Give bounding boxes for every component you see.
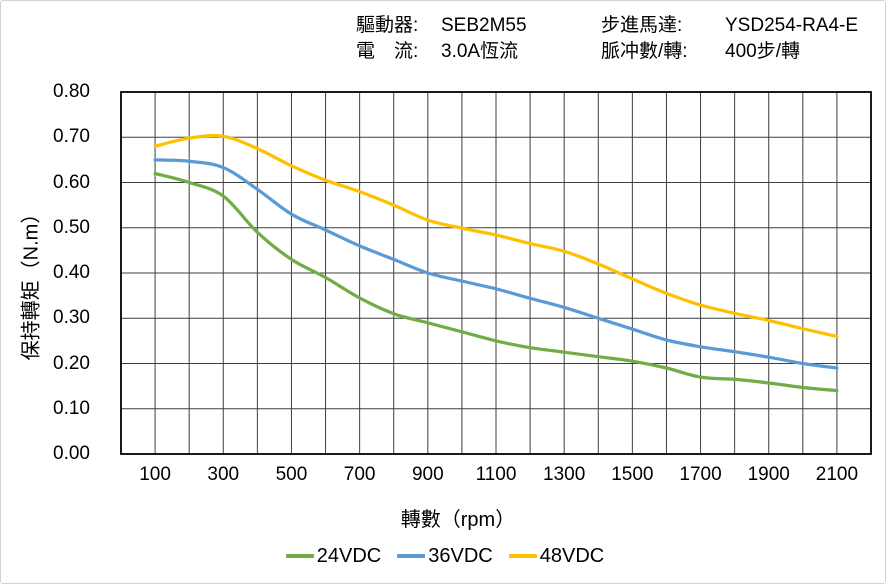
legend-label: 36VDC: [428, 545, 493, 567]
legend: 24VDC 36VDC 48VDC: [1, 544, 888, 568]
driver-value: SEB2M55: [441, 15, 527, 36]
legend-label: 24VDC: [316, 545, 382, 567]
current-label: 電 流:: [356, 41, 419, 62]
y-tick-label: 0.50: [53, 216, 90, 238]
y-tick-label: 0.80: [53, 81, 90, 102]
legend-item-24VDC: 24VDC: [285, 544, 382, 568]
legend-line-swatch: [397, 554, 426, 558]
pulse-spec: 脈冲數/轉: 400步/轉: [601, 39, 800, 64]
x-axis-title: 轉數（rpm）: [400, 509, 516, 531]
x-tick-label: 500: [275, 464, 308, 485]
y-axis-title: 保持轉矩（N.m）: [20, 203, 43, 361]
legend-label: 48VDC: [539, 545, 605, 567]
legend-item-36VDC: 36VDC: [397, 544, 493, 568]
pulse-label: 脈冲數/轉:: [601, 41, 688, 62]
driver-spec: 驅動器: SEB2M55: [356, 13, 527, 38]
series-48VDC: [153, 134, 839, 339]
driver-label: 驅動器:: [356, 15, 419, 36]
legend-item-48VDC: 48VDC: [508, 544, 605, 568]
legend-line-swatch: [508, 554, 537, 558]
y-tick-label: 0.30: [53, 307, 90, 329]
pulse-value: 400步/轉: [725, 41, 800, 62]
series-36VDC: [153, 158, 839, 370]
legend-line-swatch: [285, 554, 314, 558]
x-tick-label: 700: [343, 464, 376, 485]
motor-value: YSD254-RA4-E: [725, 15, 859, 36]
series-24VDC: [153, 171, 839, 393]
y-tick-label: 0.00: [53, 443, 90, 464]
y-tick-label: 0.70: [53, 126, 90, 148]
x-tick-label: 1900: [747, 464, 790, 485]
y-tick-label: 0.20: [53, 352, 90, 374]
y-tick-label: 0.10: [53, 397, 90, 419]
x-tick-label: 100: [139, 464, 171, 485]
x-tick-label: 900: [411, 464, 444, 485]
current-value: 3.0A恆流: [441, 41, 519, 62]
x-tick-label: 1300: [543, 464, 586, 485]
y-tick-label: 0.40: [53, 262, 90, 283]
x-tick-label: 1700: [679, 464, 722, 485]
y-tick-label: 0.60: [53, 171, 90, 193]
motor-label: 步進馬達:: [601, 15, 683, 36]
x-tick-label: 300: [207, 464, 240, 485]
x-tick-label: 2100: [815, 464, 859, 485]
motor-spec: 步進馬達: YSD254-RA4-E: [601, 13, 858, 38]
x-tick-label: 1100: [475, 464, 517, 485]
x-tick-label: 1500: [611, 464, 654, 485]
current-spec: 電 流: 3.0A恆流: [356, 39, 518, 64]
